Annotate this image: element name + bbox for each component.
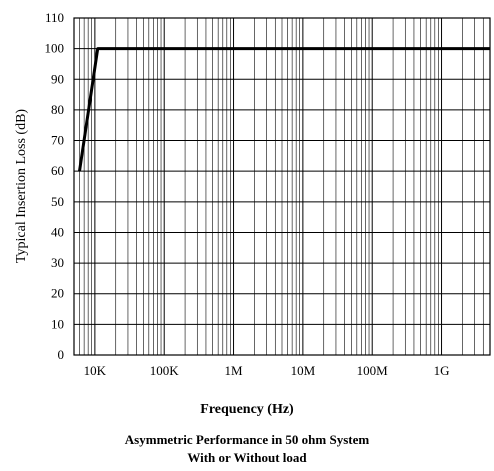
- x-tick-label: 1M: [225, 363, 244, 378]
- x-tick-label: 1G: [434, 363, 450, 378]
- y-tick-label: 10: [51, 316, 64, 331]
- y-tick-label: 30: [51, 255, 64, 270]
- y-tick-label: 0: [58, 347, 65, 362]
- chart-caption-line-1: Asymmetric Performance in 50 ohm System: [124, 432, 370, 447]
- x-tick-label: 10M: [291, 363, 316, 378]
- y-tick-label: 100: [45, 41, 65, 56]
- series-layer: [78, 47, 490, 172]
- y-tick-label: 70: [51, 133, 64, 148]
- x-tick-label: 10K: [84, 363, 107, 378]
- chart-caption-line-2: With or Without load: [187, 450, 307, 465]
- insertion-loss-line: [78, 47, 490, 172]
- x-tick-label: 100K: [150, 363, 180, 378]
- y-tick-label: 110: [45, 10, 64, 25]
- grid: [73, 17, 491, 356]
- y-axis: 0 10 20 30 40 50 60 70 80 90 100 110: [45, 10, 65, 362]
- y-axis-label: Typical Insertion Loss (dB): [14, 109, 29, 263]
- x-tick-label: 100M: [357, 363, 389, 378]
- x-axis-label: Frequency (Hz): [200, 402, 294, 417]
- y-tick-label: 20: [51, 286, 64, 301]
- y-tick-label: 90: [51, 71, 64, 86]
- y-tick-label: 50: [51, 194, 64, 209]
- x-axis: 10K100K1M10M100M1G10G: [84, 363, 450, 378]
- y-tick-label: 80: [51, 102, 64, 117]
- y-tick-label: 40: [51, 224, 64, 239]
- y-tick-label: 60: [51, 163, 64, 178]
